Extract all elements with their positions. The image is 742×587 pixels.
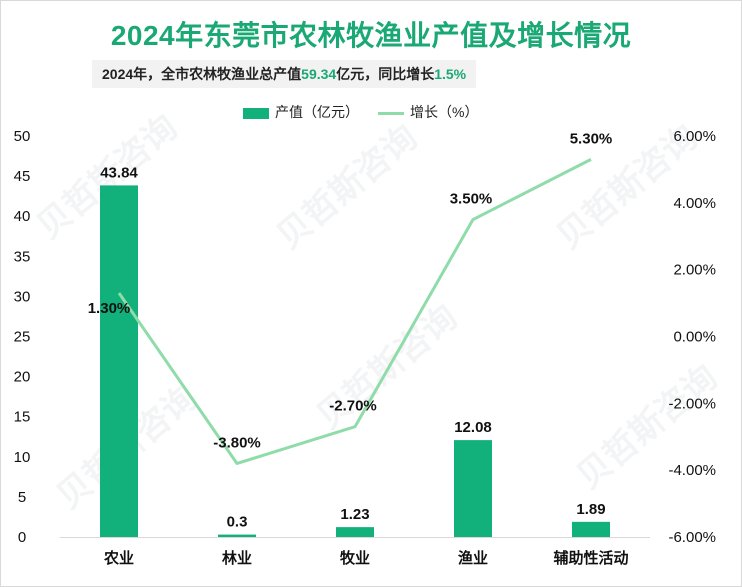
x-tick-label: 辅助性活动 — [553, 549, 628, 567]
y-left-tick-label: 35 — [14, 248, 31, 265]
bar-农业 — [100, 185, 138, 537]
bar-渔业 — [454, 440, 492, 537]
subtitle-total: 59.34 — [301, 66, 337, 82]
y-left-tick-label: 5 — [18, 489, 26, 506]
bar-辅助性活动 — [572, 521, 610, 537]
bar-data-label: 1.89 — [576, 501, 605, 518]
y-right-tick-label: -2.00% — [668, 395, 716, 412]
chart-title: 2024年东莞市农林牧渔业产值及增长情况 — [110, 20, 632, 51]
bar-data-label: 43.84 — [100, 164, 138, 181]
y-left-tick-label: 20 — [14, 369, 31, 386]
y-left-tick-label: 40 — [14, 208, 31, 225]
subtitle-growth: 1.5% — [434, 66, 467, 82]
subtitle-prefix: 2024年，全市农林牧渔业总产值 — [102, 66, 302, 82]
chart-legend: 产值（亿元） 增长（%） — [0, 103, 742, 123]
chart-subtitle: 2024年，全市农林牧渔业总产值59.34亿元，同比增长1.5% — [92, 60, 477, 88]
y-right-tick-label: 2.00% — [673, 262, 716, 279]
bar-data-label: 12.08 — [454, 419, 492, 436]
legend-line-label: 增长（%） — [410, 104, 479, 120]
y-right-tick-label: -6.00% — [668, 529, 716, 546]
bar-林业 — [218, 534, 256, 537]
y-left-tick-label: 0 — [18, 529, 26, 546]
x-tick-label: 林业 — [222, 549, 252, 567]
legend-item-line: 增长（%） — [378, 103, 478, 121]
bar-data-label: 0.3 — [227, 514, 248, 531]
y-left-tick-label: 25 — [14, 329, 31, 346]
growth-line — [117, 158, 592, 465]
x-tick-label: 农业 — [103, 549, 134, 567]
bar-data-label: 1.23 — [340, 506, 369, 523]
bar-牧业 — [336, 527, 374, 537]
legend-item-bar: 产值（亿元） — [243, 103, 359, 121]
line-data-label: -3.80% — [213, 434, 261, 451]
legend-line-swatch — [378, 111, 404, 115]
subtitle-mid: 亿元，同比增长 — [336, 66, 435, 82]
y-right-tick-label: -4.00% — [668, 462, 716, 479]
y-right-tick-label: 6.00% — [673, 128, 716, 145]
y-right-tick-label: 4.00% — [673, 195, 716, 212]
y-left-tick-label: 45 — [14, 168, 31, 185]
line-data-label: -2.70% — [329, 398, 377, 415]
y-left-tick-label: 30 — [14, 288, 31, 305]
legend-bar-swatch — [243, 107, 269, 119]
y-left-tick-label: 15 — [14, 409, 31, 426]
y-left-tick-label: 50 — [14, 128, 31, 145]
x-tick-label: 牧业 — [340, 549, 370, 567]
y-right-tick-label: 0.00% — [673, 329, 716, 346]
legend-bar-label: 产值（亿元） — [275, 104, 359, 120]
line-data-label: 1.30% — [88, 300, 131, 317]
line-data-label: 3.50% — [450, 191, 493, 208]
line-data-label: 5.30% — [570, 130, 613, 147]
y-left-tick-label: 10 — [14, 449, 31, 466]
x-tick-label: 渔业 — [458, 549, 488, 567]
